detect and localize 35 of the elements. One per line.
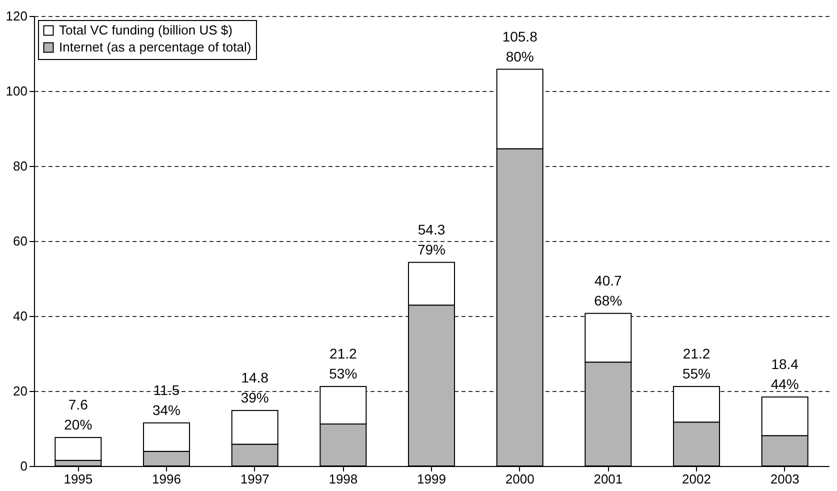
total-label: 14.8 <box>241 370 269 386</box>
x-tick-label: 1999 <box>417 472 446 486</box>
x-tick-label: 1998 <box>328 472 358 486</box>
total-label: 21.2 <box>682 346 710 362</box>
annotation: 55% <box>682 366 711 382</box>
annotation: 53% <box>329 366 358 382</box>
x-tick-label: 2003 <box>770 472 800 486</box>
x-tick-label: 1995 <box>64 472 93 486</box>
total-label: 18.4 <box>771 356 799 372</box>
y-tick-label: 0 <box>20 458 28 474</box>
x-tick-label: 1996 <box>152 472 181 486</box>
total-label: 7.6 <box>68 396 88 412</box>
legend-label: Internet (as a percentage of total) <box>59 40 252 54</box>
total-label: 105.8 <box>502 28 538 44</box>
y-tick-label: 120 <box>6 8 28 24</box>
y-tick-label: 80 <box>13 158 28 174</box>
x-tick-label: 2000 <box>505 472 534 486</box>
annotation: 39% <box>240 390 269 406</box>
y-tick-label: 20 <box>13 384 28 398</box>
annotation: 80% <box>506 48 534 64</box>
y-tick-label: 40 <box>13 308 28 324</box>
x-tick-label: 1997 <box>240 472 270 486</box>
x-tick-label: 2002 <box>682 472 711 486</box>
x-tick-label: 2001 <box>594 472 623 486</box>
annotation: 68% <box>594 292 622 308</box>
total-label: 21.2 <box>330 346 358 362</box>
total-label: 54.3 <box>418 221 446 238</box>
annotation: 34% <box>152 402 181 418</box>
y-tick-label: 60 <box>13 234 28 248</box>
legend-label: Total VC funding (billion US $) <box>59 22 232 38</box>
annotation: 79% <box>417 241 446 258</box>
annotation: 44% <box>770 376 799 392</box>
y-tick-label: 100 <box>6 84 28 98</box>
annotation: 20% <box>64 416 92 432</box>
total-label: 40.7 <box>594 272 622 288</box>
